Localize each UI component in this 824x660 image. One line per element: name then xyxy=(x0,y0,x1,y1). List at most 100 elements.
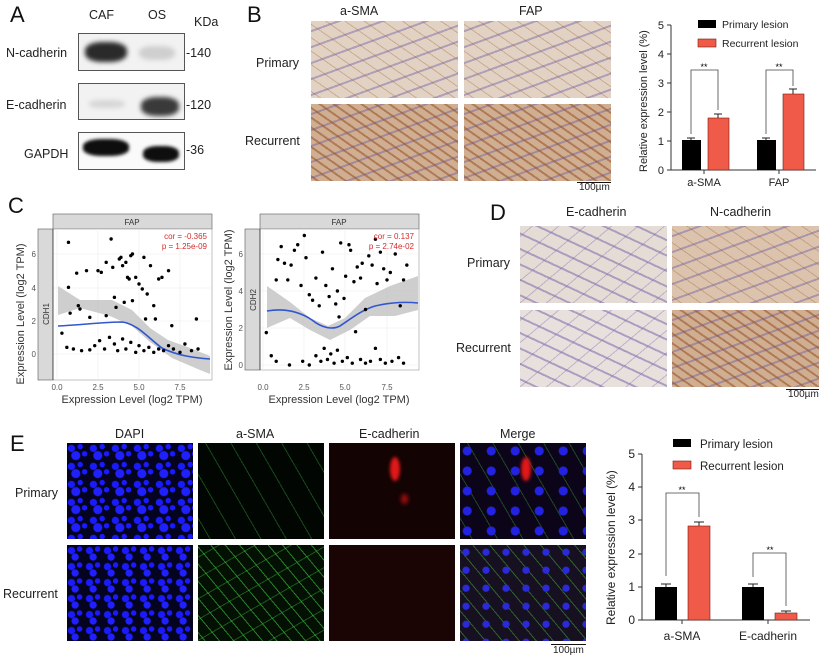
data-point xyxy=(115,348,120,353)
svg-text:4: 4 xyxy=(628,480,635,494)
column-label-a-sma: a-SMA xyxy=(340,4,379,18)
data-point xyxy=(134,275,138,280)
svg-text:2: 2 xyxy=(628,547,635,561)
svg-text:4: 4 xyxy=(239,287,244,296)
data-point xyxy=(302,233,307,238)
data-point xyxy=(381,267,386,271)
western-blot-e-cadherin xyxy=(78,83,185,120)
column-label-e-cadherin: E-cadherin xyxy=(566,205,627,219)
ihc-image-primary-fap xyxy=(464,21,611,98)
data-point xyxy=(375,281,379,286)
svg-text:2.5: 2.5 xyxy=(298,383,310,392)
data-point xyxy=(99,270,103,275)
data-point xyxy=(88,315,92,320)
data-point xyxy=(78,307,82,311)
column-label-fap: FAP xyxy=(519,4,543,18)
data-point xyxy=(348,248,353,252)
y-axis-label: Expression Level (log2 TPM) xyxy=(223,229,235,370)
column-label-merge: Merge xyxy=(500,427,536,441)
if-image-recurrent-merge xyxy=(460,545,586,641)
data-point xyxy=(378,357,383,362)
legend-label-recurrent: Recurrent lesion xyxy=(700,461,784,473)
data-point xyxy=(353,330,358,334)
legend-swatch-primary xyxy=(673,439,691,447)
panel-letter-c: C xyxy=(8,193,24,218)
column-label-n-cadherin: N-cadherin xyxy=(710,205,772,219)
svg-text:2: 2 xyxy=(658,107,664,119)
data-point xyxy=(170,323,174,328)
data-point xyxy=(112,295,117,300)
data-point xyxy=(286,278,290,282)
svg-text:7.5: 7.5 xyxy=(174,383,186,392)
data-point xyxy=(383,361,388,365)
scale-bar xyxy=(551,644,586,645)
panel-letter-a: A xyxy=(10,2,25,27)
data-point xyxy=(332,361,336,365)
row-label-e-cadherin: E-cadherin xyxy=(6,98,67,112)
data-point xyxy=(335,289,340,293)
data-point xyxy=(137,282,141,286)
data-point xyxy=(314,276,318,280)
data-point xyxy=(307,293,311,297)
svg-text:4: 4 xyxy=(658,49,664,61)
data-point xyxy=(152,303,156,308)
data-point xyxy=(358,276,363,280)
data-point xyxy=(124,260,128,265)
western-blot-n-cadherin xyxy=(78,33,185,71)
data-point xyxy=(373,346,378,351)
ihc-image-primary-e-cadherin xyxy=(520,226,667,303)
data-point xyxy=(264,330,269,335)
data-point xyxy=(97,338,102,343)
data-point xyxy=(189,348,194,353)
y-axis-label: Relative expression level (%) xyxy=(604,470,618,625)
western-blot-gapdh xyxy=(78,132,185,170)
row-label-primary: Primary xyxy=(256,56,300,70)
data-point xyxy=(355,265,359,269)
scatter-plots-c: FAP CDH1 cor = -0.365 p = 1.25e-09 0246 … xyxy=(15,213,420,406)
data-point xyxy=(398,304,402,308)
kda-label: KDa xyxy=(194,15,219,29)
legend-swatch-recurrent xyxy=(697,38,717,48)
data-point xyxy=(160,275,164,280)
data-point xyxy=(120,337,125,341)
row-label-primary: Primary xyxy=(467,256,511,270)
data-point xyxy=(343,274,348,278)
x-category-label: FAP xyxy=(769,177,790,189)
data-point xyxy=(350,361,354,365)
data-point xyxy=(156,277,161,281)
if-image-primary-dapi xyxy=(67,443,193,539)
gene-strip-label: CDH2 xyxy=(249,289,258,311)
data-point xyxy=(120,263,125,268)
row-label-n-cadherin: N-cadherin xyxy=(6,46,68,60)
kda-marker-120: 120 xyxy=(186,98,211,112)
kda-marker-140: 140 xyxy=(186,46,211,60)
data-point xyxy=(358,357,363,362)
row-label-primary: Primary xyxy=(15,486,59,500)
row-label-recurrent: Recurrent xyxy=(3,587,58,601)
column-label-a-sma: a-SMA xyxy=(236,427,275,441)
x-category-label: a-SMA xyxy=(664,629,701,643)
ihc-image-recurrent-e-cadherin xyxy=(520,310,667,387)
column-label-caf: CAF xyxy=(89,8,114,22)
data-point xyxy=(147,345,151,350)
svg-text:7.5: 7.5 xyxy=(381,383,393,392)
legend-swatch-recurrent xyxy=(672,460,692,470)
data-point xyxy=(299,283,303,288)
correlation-annotation: cor = 0.137 xyxy=(374,232,415,241)
data-point xyxy=(127,277,131,281)
data-point xyxy=(339,241,343,245)
y-axis-label: Relative expression level (%) xyxy=(638,30,650,172)
data-point xyxy=(102,347,107,351)
legend-label-recurrent: Recurrent lesion xyxy=(722,38,799,50)
data-point xyxy=(276,257,280,262)
data-point xyxy=(363,361,368,365)
svg-text:3: 3 xyxy=(628,513,635,527)
data-point xyxy=(405,263,409,267)
data-point xyxy=(107,335,112,340)
x-category-label: E-cadherin xyxy=(739,629,797,643)
facet-strip-label: FAP xyxy=(331,218,346,227)
data-point xyxy=(325,357,330,362)
row-label-recurrent: Recurrent xyxy=(456,341,511,355)
ihc-image-recurrent-a-sma xyxy=(311,104,458,181)
data-point xyxy=(342,296,346,301)
